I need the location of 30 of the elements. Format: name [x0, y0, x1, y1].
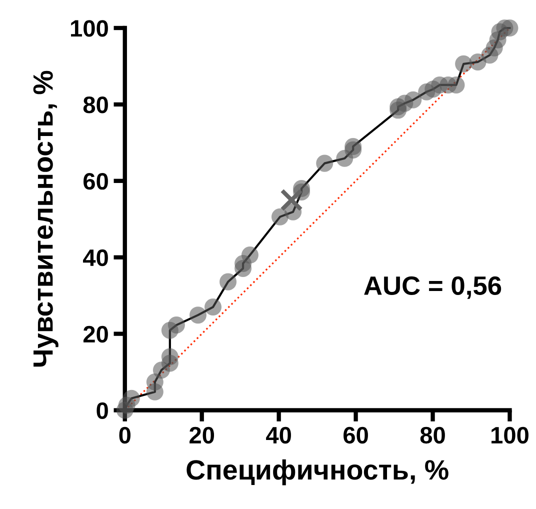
point — [344, 138, 362, 155]
x-tick-label: 40 — [266, 426, 291, 444]
point — [161, 348, 178, 366]
point — [455, 55, 472, 72]
point — [168, 316, 185, 334]
y-tick-label: 80 — [83, 96, 108, 114]
y-tick-label: 60 — [84, 172, 108, 190]
annotation: AUC = 0,56 — [364, 276, 502, 299]
point — [501, 19, 518, 36]
y-tick-label: 40 — [83, 249, 108, 266]
point — [241, 246, 258, 264]
x-axis-title: Специфичность, % — [186, 459, 448, 486]
y-axis-title: Чувствительность, % — [33, 70, 58, 367]
y-tick-label: 100 — [71, 20, 108, 37]
y-tick-label: 20 — [83, 326, 108, 343]
point — [448, 76, 465, 94]
point — [204, 298, 222, 316]
point — [469, 54, 486, 71]
point — [404, 91, 422, 108]
x-tick-label: 80 — [420, 426, 445, 444]
point — [190, 306, 207, 324]
y-tick-label: 0 — [96, 402, 108, 420]
x-tick-label: 20 — [190, 426, 214, 444]
x-tick-label: 100 — [492, 426, 528, 444]
x-tick-label: 0 — [119, 426, 130, 444]
point — [280, 188, 303, 212]
point — [122, 390, 140, 407]
point — [316, 154, 334, 172]
x-tick-label: 60 — [344, 426, 368, 444]
point — [220, 273, 237, 290]
